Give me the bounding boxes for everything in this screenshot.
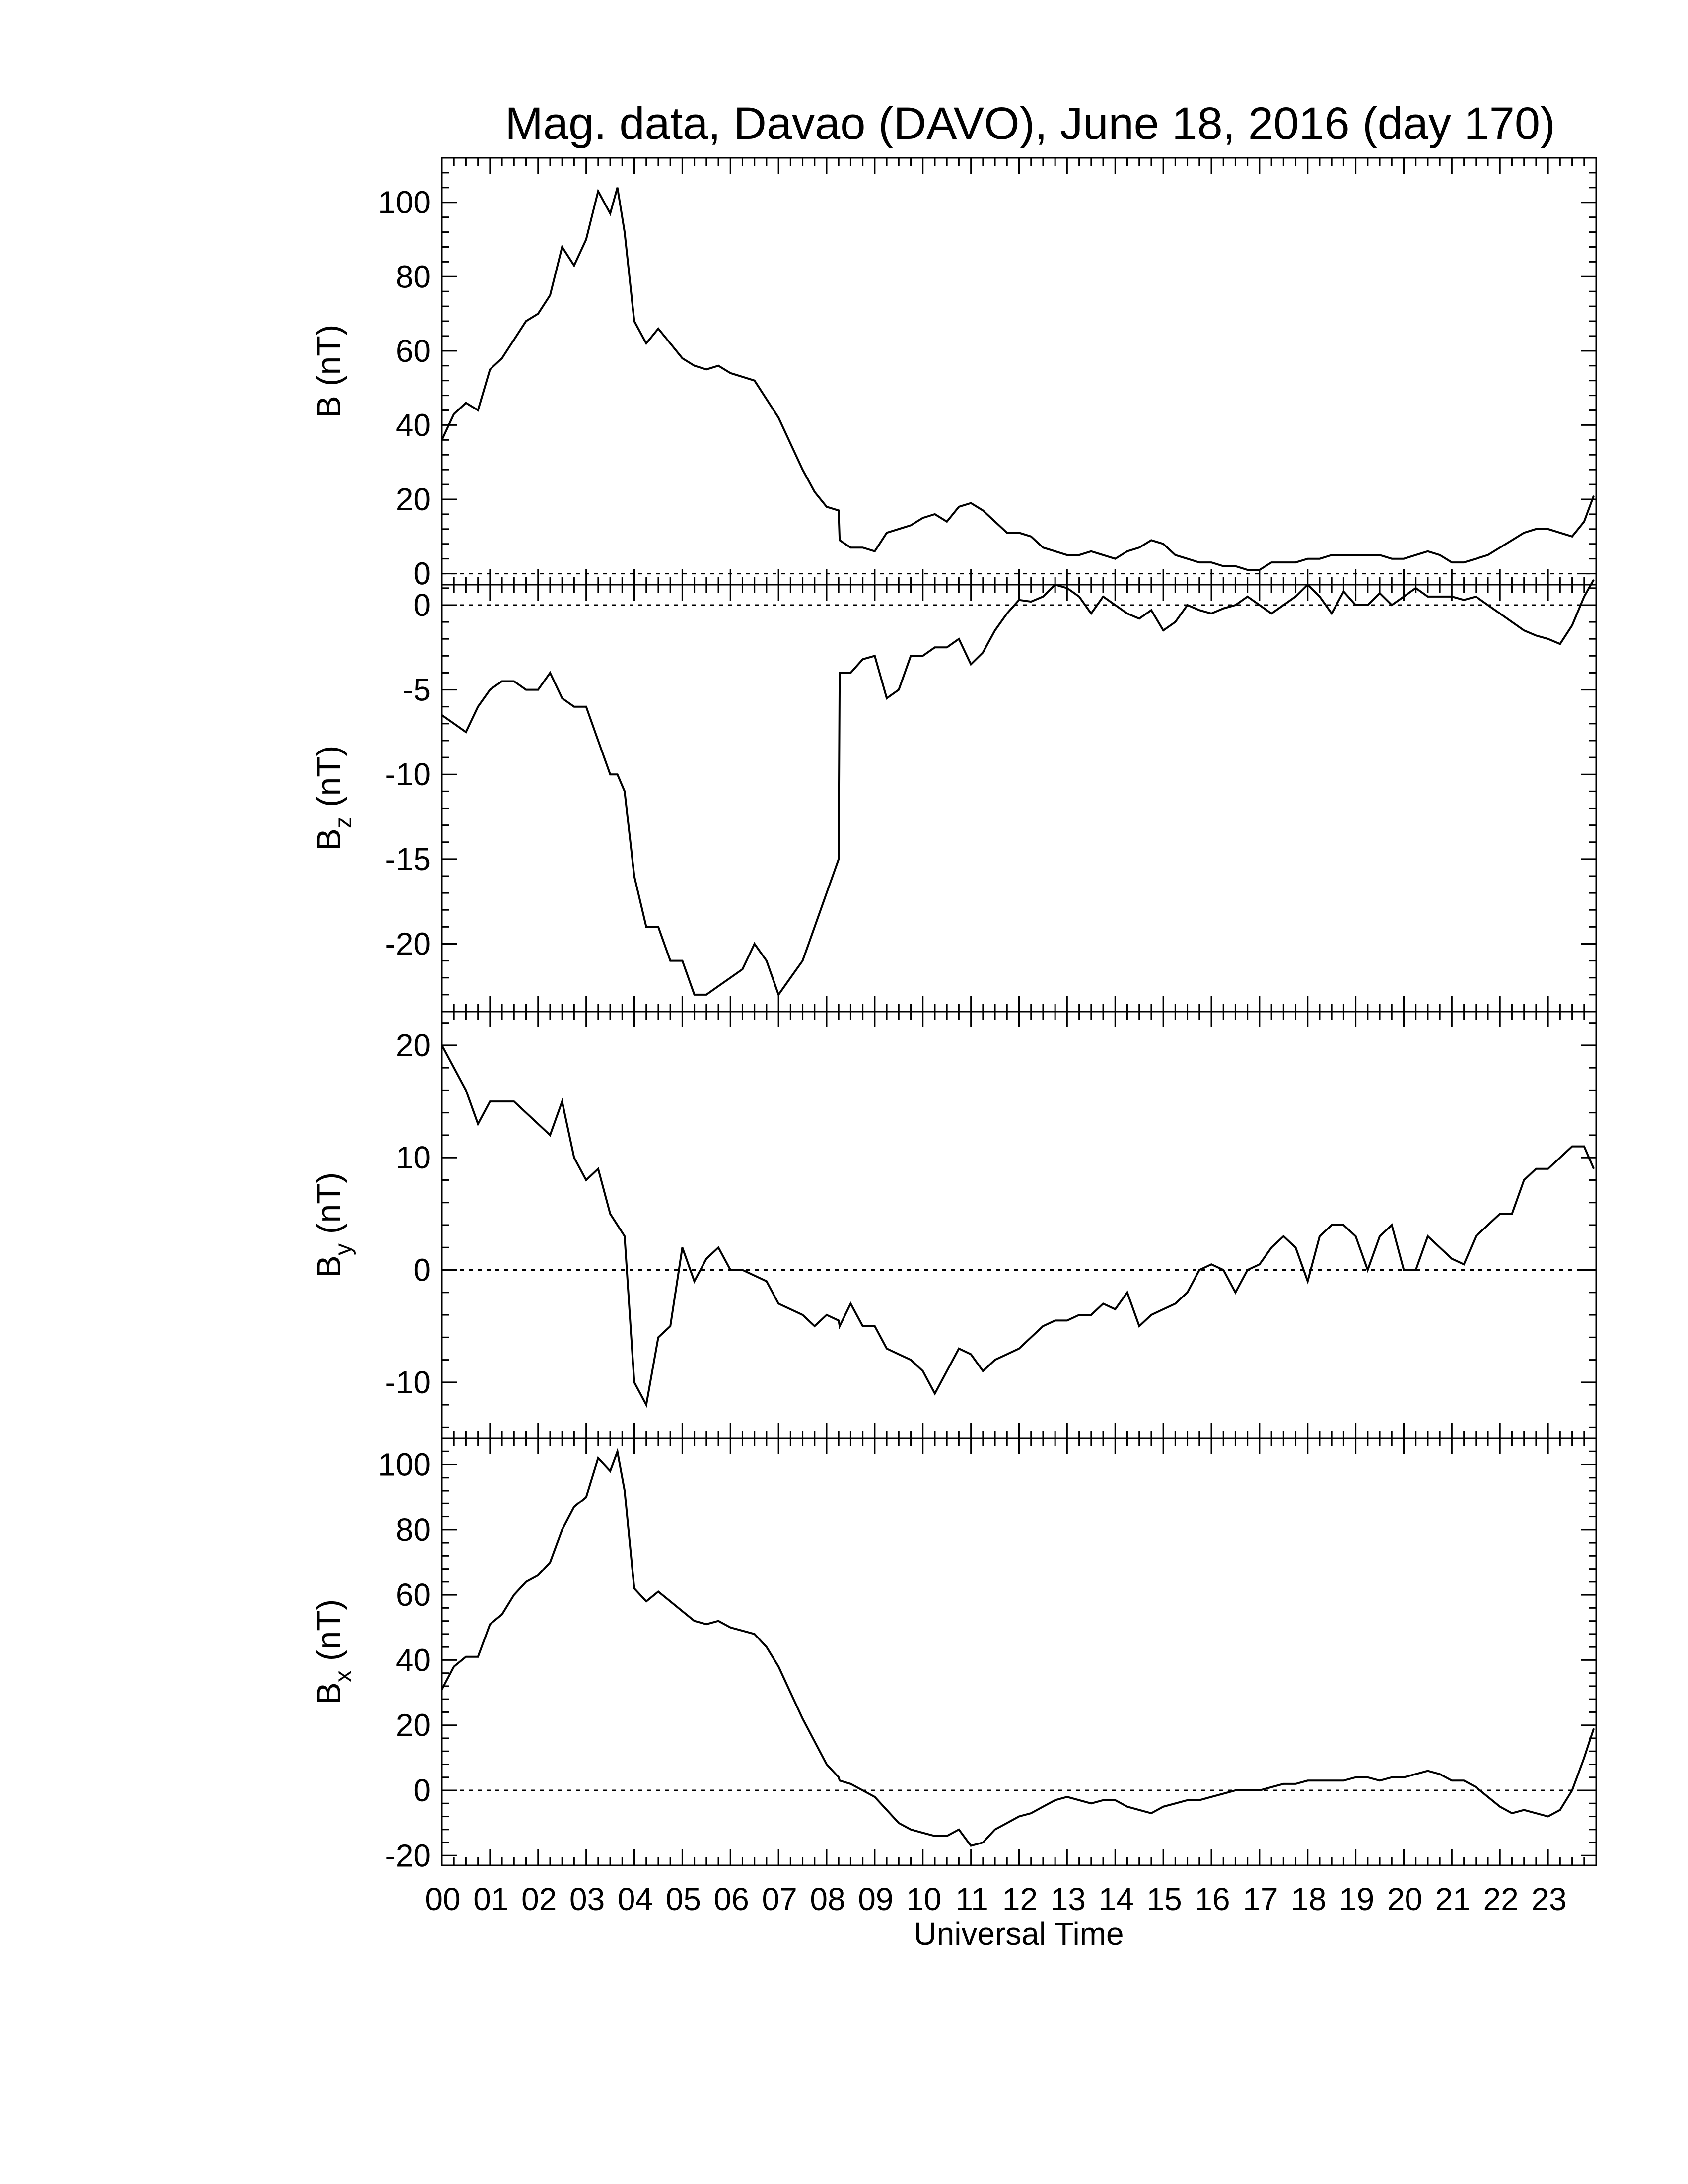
y-axis-label: Bx (nT)	[310, 1599, 356, 1705]
y-tick-label: 100	[378, 185, 431, 220]
panel-b-total: 0 20 40 60 80 100 B (nT)	[310, 157, 1597, 592]
y-tick-label: 40	[396, 407, 431, 443]
y-tick-label: 20	[396, 1027, 431, 1063]
y-axis-label-sub: z	[330, 817, 356, 828]
panel-bx: -20 0 20 40 60 80 100 Bx (nT)	[310, 1437, 1597, 1873]
x-axis-ticks	[441, 585, 1597, 1012]
x-tick-label: 05	[666, 1881, 701, 1917]
x-tick-label: 13	[1051, 1881, 1086, 1917]
x-tick-label: 00	[425, 1881, 460, 1917]
x-tick-label: 10	[906, 1881, 941, 1917]
x-tick-labels: 00 01 02 03 04 05 06 07 08 09 10 11 12 13 14 15 16 17 18 19…	[425, 1881, 1566, 1917]
y-tick-label: -20	[385, 1838, 431, 1873]
x-tick-label: 21	[1435, 1881, 1471, 1917]
x-tick-label: 11	[955, 1881, 988, 1917]
y-axis-label-base: B	[310, 396, 348, 418]
y-axis-label-unit: (nT)	[310, 1599, 348, 1671]
x-axis-ticks	[441, 158, 1597, 585]
y-axis-ticks: 0 20 40 60 80 100	[378, 157, 1596, 592]
y-axis-label: Bz (nT)	[310, 746, 356, 851]
panel-by: -10 0 10 20 By (nT)	[310, 1011, 1597, 1439]
y-tick-label: 80	[396, 259, 431, 294]
y-tick-label: 40	[396, 1642, 431, 1678]
y-tick-label: 20	[396, 1707, 431, 1743]
x-tick-label: 09	[858, 1881, 893, 1917]
y-tick-label: -20	[385, 926, 431, 961]
series-line-bx	[441, 1447, 1595, 1847]
y-axis-ticks: -10 0 10 20	[385, 1022, 1596, 1428]
y-axis-label-unit: (nT)	[310, 1172, 348, 1244]
x-tick-label: 03	[569, 1881, 605, 1917]
x-tick-label: 19	[1339, 1881, 1374, 1917]
panel-frame	[441, 157, 1597, 586]
y-axis-ticks: -20 0 20 40 60 80 100	[378, 1437, 1596, 1873]
y-tick-label: 0	[413, 1252, 431, 1288]
x-tick-label: 22	[1483, 1881, 1519, 1917]
x-tick-label: 02	[521, 1881, 557, 1917]
y-tick-label: 10	[396, 1140, 431, 1175]
y-tick-label: -15	[385, 841, 431, 877]
y-tick-label: -5	[403, 672, 431, 708]
y-tick-label: 60	[396, 1577, 431, 1613]
y-axis-ticks: -20 -15 -10 -5 0	[385, 587, 1596, 1013]
x-tick-label: 12	[1002, 1881, 1038, 1917]
y-axis-label-base: B	[310, 828, 348, 851]
x-axis-label: Universal Time	[914, 1916, 1124, 1952]
y-axis-label-unit: (nT)	[310, 746, 348, 817]
y-tick-label: 0	[413, 587, 431, 623]
y-tick-label: -10	[385, 756, 431, 792]
y-axis-label-base: B	[310, 1682, 348, 1705]
y-tick-label: -10	[385, 1365, 431, 1400]
panel-frame	[441, 1011, 1597, 1439]
series-line-b-total	[441, 187, 1595, 571]
x-tick-label: 01	[473, 1881, 508, 1917]
x-tick-label: 17	[1243, 1881, 1278, 1917]
panel-frame	[441, 1437, 1597, 1866]
y-axis-label-unit: (nT)	[310, 325, 348, 396]
x-tick-label: 14	[1099, 1881, 1134, 1917]
x-tick-label: 08	[810, 1881, 845, 1917]
x-axis-ticks	[441, 1438, 1597, 1865]
y-axis-label-sub: y	[330, 1243, 356, 1255]
panel-frame	[441, 584, 1597, 1013]
x-tick-label: 07	[762, 1881, 797, 1917]
x-axis-ticks	[441, 1012, 1597, 1438]
y-tick-label: 100	[378, 1447, 431, 1483]
y-axis-label: By (nT)	[310, 1172, 356, 1278]
y-axis-label-sub: x	[330, 1670, 356, 1682]
x-tick-label: 23	[1532, 1881, 1567, 1917]
y-tick-label: 0	[413, 556, 431, 592]
series-line-bz	[441, 579, 1595, 997]
x-tick-label: 18	[1291, 1881, 1326, 1917]
panel-bz: -20 -15 -10 -5 0 Bz (nT)	[310, 579, 1597, 1013]
x-tick-label: 16	[1195, 1881, 1230, 1917]
y-tick-label: 0	[413, 1773, 431, 1808]
y-axis-label: B (nT)	[310, 325, 348, 418]
x-tick-label: 06	[714, 1881, 749, 1917]
x-tick-label: 20	[1387, 1881, 1422, 1917]
y-tick-label: 20	[396, 481, 431, 517]
y-axis-label-base: B	[310, 1255, 348, 1278]
x-tick-label: 04	[618, 1881, 653, 1917]
y-tick-label: 80	[396, 1512, 431, 1548]
chart-title: Mag. data, Davao (DAVO), June 18, 2016 (…	[505, 98, 1555, 149]
x-tick-label: 15	[1147, 1881, 1182, 1917]
y-tick-label: 60	[396, 333, 431, 369]
series-line-by	[441, 1044, 1595, 1408]
